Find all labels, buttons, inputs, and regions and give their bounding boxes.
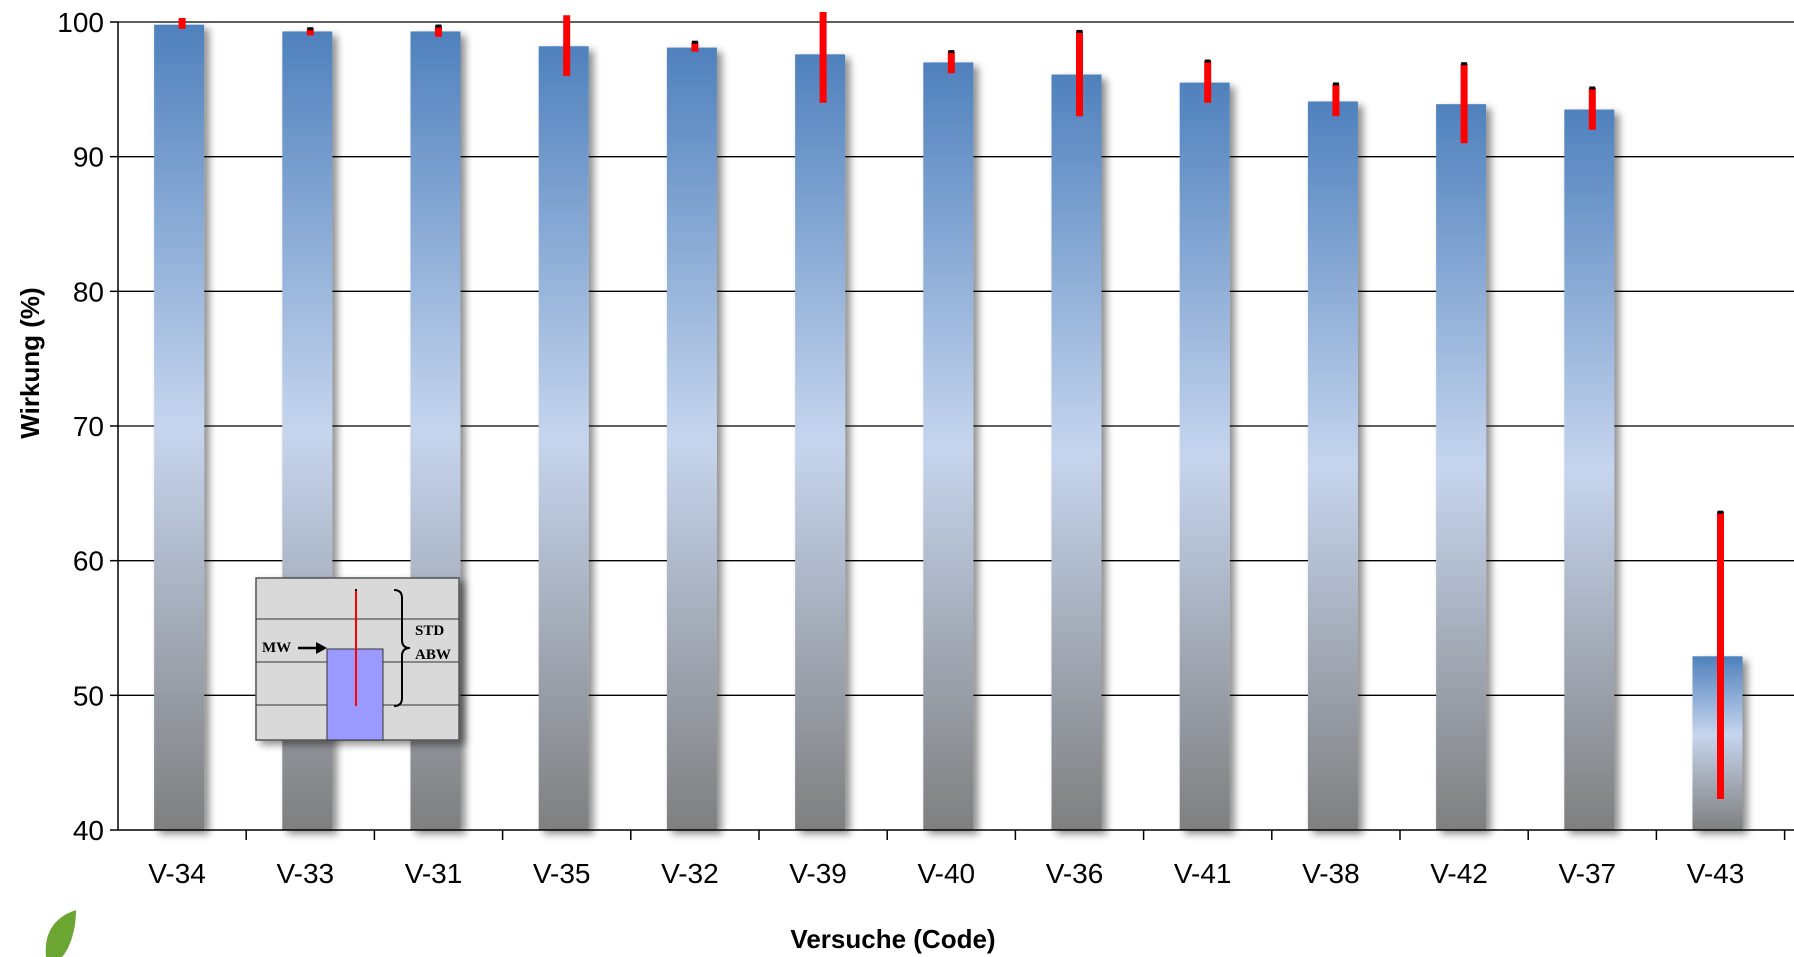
x-tick-label: V-39 [789, 858, 847, 889]
bar [1436, 104, 1487, 830]
x-tick-label: V-38 [1302, 858, 1360, 889]
x-tick-label: V-37 [1558, 858, 1616, 889]
axes: 40 50 60 70 80 90 100 V-34 V-33 V-31 V-35 V-32 V-39 V… [57, 7, 1794, 889]
y-axis-title: Wirkung (%) [15, 287, 45, 438]
y-tick-label: 100 [57, 7, 104, 38]
error-bars [178, 12, 1724, 800]
x-tick-label: V-31 [405, 858, 463, 889]
x-tick-label: V-36 [1046, 858, 1104, 889]
x-tick-label: V-41 [1174, 858, 1232, 889]
x-tick-label: V-34 [148, 858, 206, 889]
x-tick-label: V-35 [533, 858, 591, 889]
bar [1051, 74, 1102, 830]
bar [795, 54, 846, 830]
legend-inset: MW STD ABW [255, 577, 460, 741]
leaf-logo-icon [45, 910, 76, 957]
bar [1564, 109, 1615, 831]
y-tick-label: 60 [73, 546, 104, 577]
bar [538, 46, 589, 831]
bar [1307, 101, 1358, 831]
y-tick-label: 90 [73, 142, 104, 173]
bar [154, 24, 205, 830]
y-tick-label: 70 [73, 411, 104, 442]
y-tick-label: 80 [73, 276, 104, 307]
x-tick-label: V-32 [661, 858, 719, 889]
x-axis-title: Versuche (Code) [790, 924, 995, 954]
y-tick-label: 50 [73, 680, 104, 711]
bar [666, 47, 717, 830]
bar [1179, 82, 1230, 831]
y-tick-label: 40 [73, 815, 104, 846]
legend-mean-label: MW [262, 640, 291, 656]
bar [923, 62, 974, 830]
x-tick-label: V-43 [1687, 858, 1745, 889]
x-tick-label: V-40 [917, 858, 975, 889]
x-tick-label: V-33 [276, 858, 334, 889]
legend-std-label: STD [415, 623, 444, 639]
legend-dev-label: ABW [415, 647, 451, 663]
brace-icon [393, 589, 411, 707]
arrow-head-icon [316, 642, 327, 654]
x-tick-label: V-42 [1430, 858, 1488, 889]
